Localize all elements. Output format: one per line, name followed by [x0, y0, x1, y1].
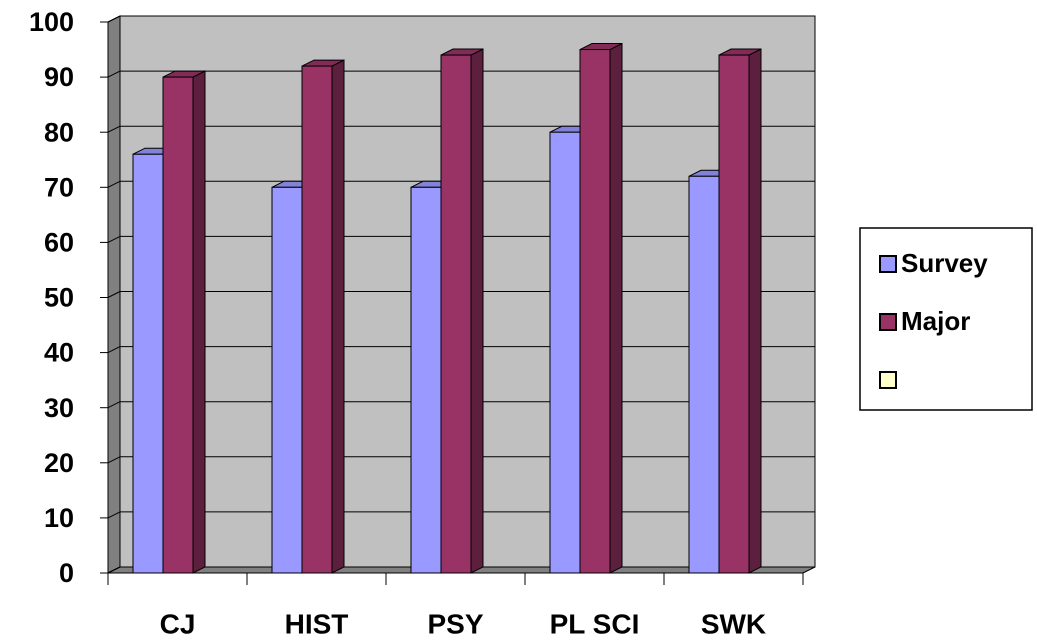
y-tick-label: 30	[44, 393, 74, 423]
bar	[301, 59, 345, 574]
grid-line	[107, 235, 121, 243]
plot-area: 0 10 20 30 40 50 60 70 80 90 100 CJ HIST PSY PL SCI SWK…	[29, 7, 988, 639]
bar-front	[549, 131, 581, 574]
bar-front	[579, 49, 611, 574]
y-tick-label: 20	[44, 448, 74, 478]
legend-swatch	[879, 255, 897, 273]
x-tick-label: HIST	[285, 608, 349, 639]
bar-front	[271, 186, 303, 574]
y-tick-label: 40	[44, 338, 74, 368]
bar-side	[331, 59, 345, 574]
y-tick-label: 70	[44, 172, 74, 202]
legend-label: Major	[901, 306, 970, 336]
grid-line	[107, 70, 121, 78]
bar-side	[748, 48, 762, 574]
legend-label: Survey	[901, 248, 988, 278]
grid-line	[107, 125, 121, 133]
grid-line	[107, 15, 121, 23]
grid-line	[107, 346, 121, 354]
bar-side	[192, 70, 206, 574]
grid-line	[107, 180, 121, 188]
x-tick-label: PL SCI	[550, 608, 640, 639]
bar-front	[301, 65, 333, 574]
bar	[162, 70, 206, 574]
y-tick-label: 10	[44, 503, 74, 533]
x-tick-label: PSY	[427, 608, 483, 639]
grid-line	[107, 511, 121, 519]
y-tick-label: 60	[44, 228, 74, 258]
bar	[579, 42, 623, 574]
bar-side	[609, 42, 623, 574]
x-tick-label: CJ	[160, 608, 196, 639]
y-tick-label: 80	[44, 117, 74, 147]
bar-front	[440, 54, 472, 574]
bar-front	[688, 175, 720, 574]
y-tick-label: 100	[29, 7, 74, 37]
x-tick-label: SWK	[701, 608, 766, 639]
bar-front	[132, 153, 164, 574]
grid-line	[107, 291, 121, 298]
grid-line	[107, 566, 121, 574]
bar-front	[410, 186, 442, 574]
legend-swatch	[879, 313, 897, 331]
bar-front	[718, 54, 750, 574]
y-tick-label: 90	[44, 62, 74, 92]
y-tick-label: 50	[44, 283, 74, 313]
grid-line	[107, 456, 121, 464]
bar	[718, 48, 762, 574]
grid-line	[107, 401, 121, 409]
bar	[410, 180, 454, 574]
y-tick-label: 0	[59, 558, 74, 588]
legend-swatch	[879, 371, 897, 389]
bar-side	[470, 48, 484, 574]
bar	[440, 48, 484, 574]
bar-front	[162, 76, 194, 574]
